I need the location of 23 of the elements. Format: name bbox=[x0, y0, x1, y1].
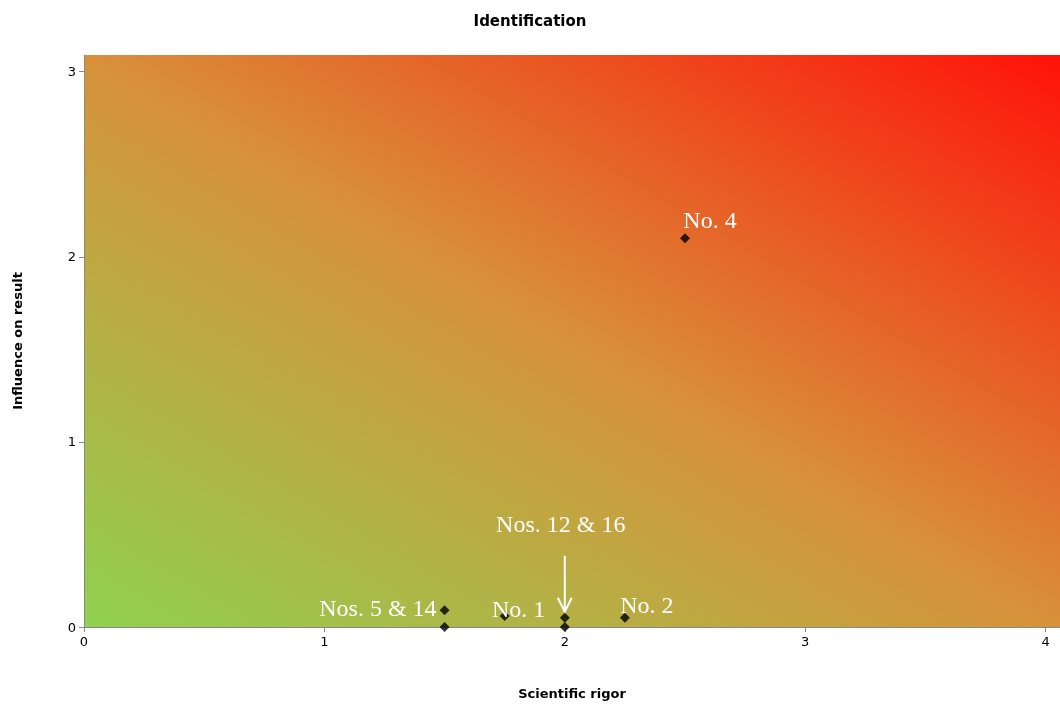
x-tick-label: 1 bbox=[320, 634, 329, 649]
annotation: No. 2 bbox=[620, 591, 674, 618]
annotation: No. 1 bbox=[492, 595, 546, 622]
x-tick-label: 3 bbox=[801, 634, 810, 649]
x-axis-title: Scientific rigor bbox=[518, 686, 627, 701]
annotation: Nos. 12 & 16 bbox=[496, 510, 626, 537]
annotation: No. 4 bbox=[683, 207, 737, 234]
point bbox=[559, 622, 570, 632]
x-tick-label: 2 bbox=[560, 634, 569, 649]
point bbox=[679, 233, 690, 244]
y-tick-label: 0 bbox=[67, 619, 76, 635]
y-axis-title: Influence on result bbox=[10, 272, 25, 410]
x-tick-label: 4 bbox=[1041, 634, 1050, 649]
x-tick-label: 0 bbox=[79, 634, 89, 649]
y-tick-label: 3 bbox=[67, 64, 76, 80]
point bbox=[439, 622, 450, 632]
point bbox=[439, 605, 450, 616]
y-tick-label: 1 bbox=[67, 434, 76, 450]
chart-title: Identification bbox=[473, 11, 587, 30]
annotation: Nos. 5 & 14 bbox=[319, 595, 437, 622]
y-tick-label: 2 bbox=[67, 249, 76, 265]
point bbox=[559, 612, 570, 623]
point bbox=[619, 612, 630, 623]
